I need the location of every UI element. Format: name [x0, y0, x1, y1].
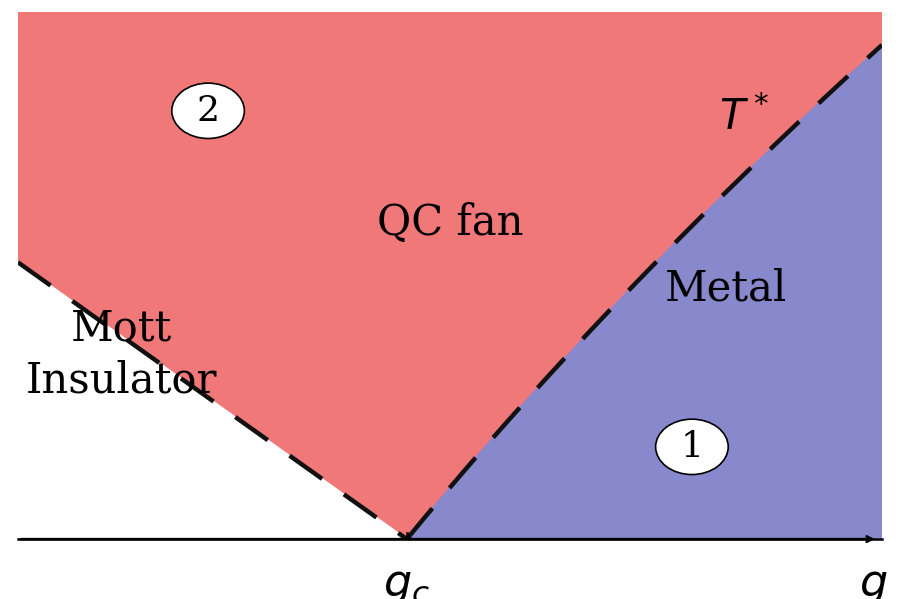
Text: $g_c$: $g_c$ [383, 564, 430, 599]
Text: QC fan: QC fan [377, 202, 523, 244]
Text: Metal: Metal [665, 268, 788, 310]
Circle shape [172, 83, 245, 138]
Polygon shape [18, 262, 407, 539]
Circle shape [655, 419, 728, 474]
Text: Mott
Insulator: Mott Insulator [26, 308, 218, 401]
Polygon shape [407, 45, 882, 539]
Text: 1: 1 [680, 430, 704, 464]
Text: 2: 2 [196, 94, 220, 128]
Text: $g$: $g$ [860, 564, 887, 599]
Polygon shape [18, 12, 882, 539]
Text: $T^*$: $T^*$ [719, 96, 769, 138]
